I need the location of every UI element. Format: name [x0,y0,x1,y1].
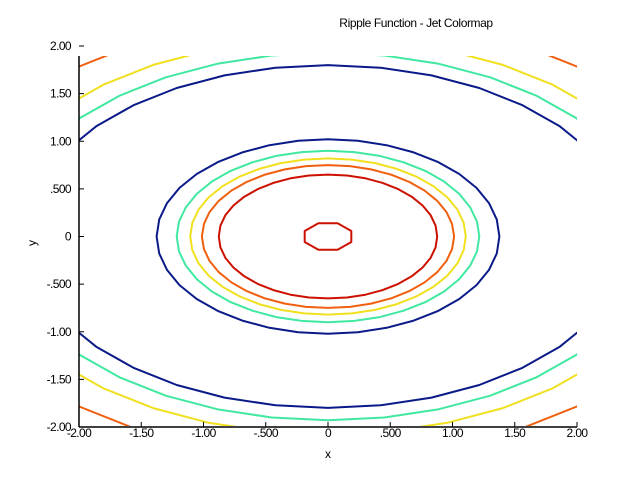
y-tick-label: -.500 [47,277,72,291]
x-tick-label: 0 [325,426,332,440]
contour-level-3 [200,164,456,309]
y-tick-label: 0 [65,230,72,244]
y-tick-label: .500 [50,182,72,196]
x-axis-ticks: -2.00 -1.50 -1.00 -.500 0 .500 1.00 1.50 2.00 [67,422,589,440]
y-tick-label: -1.00 [47,325,72,339]
x-axis-title: x [325,447,331,461]
contour-level-9 [79,56,577,426]
x-tick-label: -1.00 [191,426,216,440]
contour-level-2 [217,173,439,300]
x-tick-label: -.500 [254,426,279,440]
x-tick-label: 1.50 [504,426,526,440]
y-tick-label: 1.50 [50,87,72,101]
x-tick-label: 2.00 [567,426,589,440]
x-tick-label: -1.50 [129,426,154,440]
x-tick-label: .500 [380,426,402,440]
contour-level-6 [155,138,501,335]
contour-level-4 [189,157,467,316]
contour-lines [79,56,577,426]
y-axis-title: y [25,240,39,246]
x-tick-label: -2.00 [67,426,92,440]
contour-level-5 [175,149,481,324]
y-tick-label: -1.50 [47,372,72,386]
contour-level-7 [79,64,577,409]
y-tick-label: 1.00 [50,134,72,148]
y-tick-label: -2.00 [47,420,72,434]
y-tick-label: 2.00 [50,39,72,53]
y-axis-ticks: -2.00 -1.50 -1.00 -.500 0 .500 1.00 1.50 2.00 [47,39,84,434]
contour-level-8 [79,56,577,422]
contour-level-1 [303,222,353,251]
chart-title: Ripple Function - Jet Colormap [339,16,493,30]
x-tick-label: 1.00 [442,426,464,440]
